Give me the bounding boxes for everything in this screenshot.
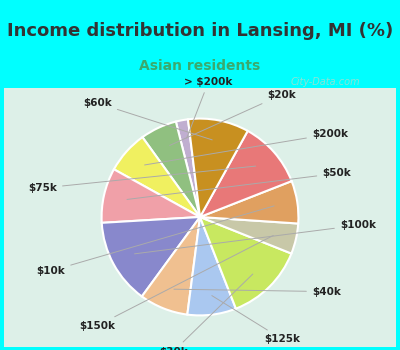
Text: > $200k: > $200k — [184, 77, 232, 138]
Wedge shape — [176, 119, 200, 217]
Text: Income distribution in Lansing, MI (%): Income distribution in Lansing, MI (%) — [7, 22, 393, 41]
Wedge shape — [114, 137, 200, 217]
Text: $50k: $50k — [127, 168, 351, 199]
Wedge shape — [188, 119, 248, 217]
Wedge shape — [142, 217, 200, 315]
Text: $60k: $60k — [83, 98, 212, 140]
Text: $20k: $20k — [170, 90, 296, 146]
Wedge shape — [200, 181, 298, 224]
Text: $30k: $30k — [159, 274, 253, 350]
Text: $125k: $125k — [212, 296, 300, 344]
Wedge shape — [102, 217, 200, 296]
Text: $200k: $200k — [145, 129, 348, 165]
Wedge shape — [200, 131, 292, 217]
Text: $40k: $40k — [174, 287, 341, 296]
Text: Asian residents: Asian residents — [139, 60, 261, 74]
Wedge shape — [102, 169, 200, 223]
Wedge shape — [200, 217, 298, 253]
Text: City-Data.com: City-Data.com — [291, 77, 360, 87]
Text: $150k: $150k — [79, 236, 273, 331]
Wedge shape — [200, 217, 291, 309]
Wedge shape — [187, 217, 236, 315]
Wedge shape — [142, 121, 200, 217]
Text: $100k: $100k — [134, 220, 376, 254]
Text: $75k: $75k — [28, 166, 256, 193]
Text: $10k: $10k — [36, 206, 274, 276]
